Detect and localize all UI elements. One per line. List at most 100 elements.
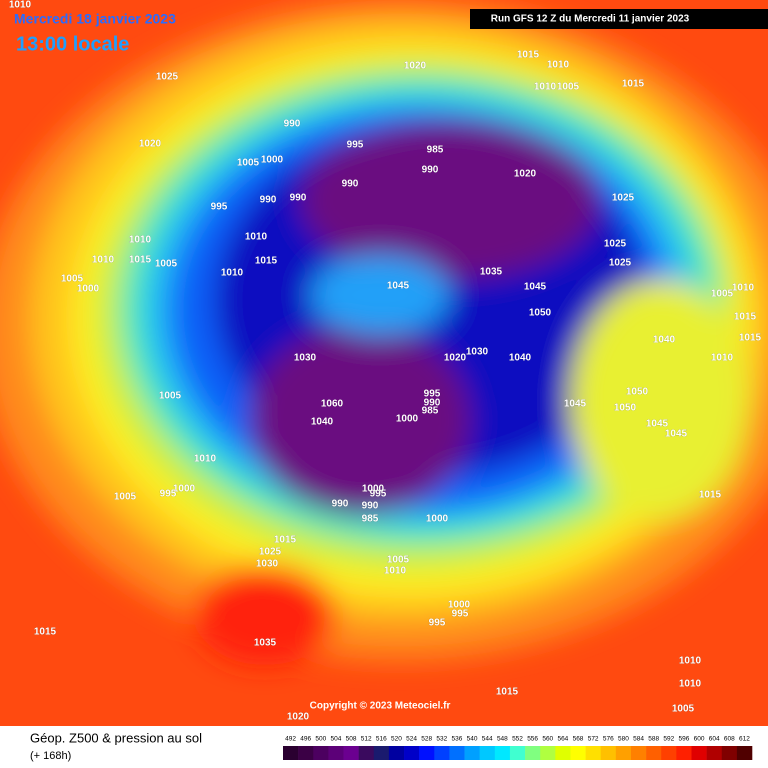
pressure-label: 1015 <box>699 490 722 501</box>
pressure-label: 1045 <box>564 399 587 410</box>
pressure-label: 1010 <box>679 679 702 690</box>
scale-swatch <box>540 746 556 760</box>
pressure-label: 1010 <box>711 353 734 364</box>
scale-label: 548 <box>497 736 508 743</box>
pressure-label: 995 <box>347 140 364 151</box>
scale-label: 492 <box>285 736 296 743</box>
pressure-label: 1020 <box>139 139 162 150</box>
scale-swatch <box>555 746 571 760</box>
scale-swatch <box>676 746 692 760</box>
scale-label: 600 <box>694 736 705 743</box>
scale-label: 580 <box>618 736 629 743</box>
copyright: Copyright © 2023 Meteociel.fr <box>310 701 451 712</box>
scale-swatch <box>585 746 602 760</box>
scale-label: 612 <box>739 736 750 743</box>
scale-label: 500 <box>315 736 326 743</box>
pressure-label: 1020 <box>514 169 537 180</box>
pressure-label: 1050 <box>614 403 637 414</box>
scale-swatch <box>328 746 344 760</box>
scale-label: 552 <box>512 736 523 743</box>
pressure-label: 1020 <box>444 353 467 364</box>
pressure-label: 1045 <box>665 429 688 440</box>
scale-swatch <box>419 746 435 760</box>
pressure-label: 1045 <box>387 281 410 292</box>
scale-label: 572 <box>588 736 599 743</box>
pressure-label: 1010 <box>9 0 32 11</box>
pressure-label: 995 <box>160 489 177 500</box>
scale-label: 556 <box>527 736 538 743</box>
scale-swatch <box>570 746 586 760</box>
pressure-label: 1040 <box>311 417 334 428</box>
pressure-label: 1010 <box>384 566 407 577</box>
pressure-label: 1010 <box>732 283 755 294</box>
geopotential-field <box>0 0 768 665</box>
scale-label: 504 <box>331 736 342 743</box>
scale-label: 608 <box>724 736 735 743</box>
scale-label: 604 <box>709 736 720 743</box>
scale-swatch <box>404 746 420 760</box>
pressure-label: 1000 <box>396 414 419 425</box>
scale-label: 508 <box>346 736 357 743</box>
pressure-label: 1005 <box>387 555 410 566</box>
pressure-label: 990 <box>260 195 277 206</box>
pressure-label: 990 <box>284 119 301 130</box>
pressure-label: 990 <box>342 179 359 190</box>
pressure-label: 990 <box>332 499 349 510</box>
scale-swatch <box>736 746 753 760</box>
pressure-label: 1010 <box>679 656 702 667</box>
pressure-label: 1015 <box>517 50 540 61</box>
scale-swatch <box>388 746 405 760</box>
pressure-label: 1045 <box>646 419 669 430</box>
pressure-label: 990 <box>362 501 379 512</box>
pressure-label: 1005 <box>557 82 580 93</box>
footer-title: Géop. Z500 & pression au sol <box>30 730 202 745</box>
pressure-label: 1040 <box>509 353 532 364</box>
pressure-label: 1015 <box>739 333 762 344</box>
pressure-label: 1015 <box>734 312 757 323</box>
scale-label: 584 <box>633 736 644 743</box>
scale-label: 524 <box>406 736 417 743</box>
pressure-label: 1005 <box>114 492 137 503</box>
pressure-label: 1060 <box>321 399 344 410</box>
pressure-label: 1005 <box>237 158 260 169</box>
pressure-label: 1005 <box>711 289 734 300</box>
scale-label: 532 <box>436 736 447 743</box>
pressure-label: 1015 <box>129 255 152 266</box>
scale-swatch <box>479 746 496 760</box>
footer-subtitle: (+ 168h) <box>30 750 71 762</box>
pressure-label: 1025 <box>259 547 282 558</box>
pressure-label: 1005 <box>155 259 178 270</box>
pressure-label: 990 <box>424 398 441 409</box>
scale-label: 564 <box>557 736 568 743</box>
pressure-label: 1015 <box>34 627 57 638</box>
scale-swatch <box>691 746 707 760</box>
pressure-label: 1030 <box>466 347 489 358</box>
pressure-label: 1005 <box>61 274 84 285</box>
pressure-label: 1020 <box>287 712 310 723</box>
pressure-label: 1010 <box>245 232 268 243</box>
pressure-label: 1030 <box>256 559 279 570</box>
pressure-label: 995 <box>424 389 441 400</box>
scale-label: 536 <box>452 736 463 743</box>
scale-swatch <box>464 746 480 760</box>
pressure-label: 1010 <box>194 454 217 465</box>
pressure-label: 985 <box>362 514 379 525</box>
pressure-label: 1040 <box>653 335 676 346</box>
pressure-label: 1010 <box>547 60 570 71</box>
pressure-label: 1000 <box>77 284 100 295</box>
date-title: Mercredi 18 janvier 2023 <box>14 11 176 27</box>
pressure-label: 1000 <box>362 484 385 495</box>
pressure-label: 1015 <box>255 256 278 267</box>
pressure-label: 995 <box>211 202 228 213</box>
pressure-label: 995 <box>429 618 446 629</box>
pressure-label: 1025 <box>612 193 635 204</box>
scale-swatch <box>615 746 632 760</box>
pressure-label: 1010 <box>534 82 557 93</box>
run-info: Run GFS 12 Z du Mercredi 11 janvier 2023 <box>491 14 690 25</box>
scale-swatch <box>600 746 617 760</box>
pressure-label: 1000 <box>426 514 449 525</box>
scale-swatch <box>630 746 647 760</box>
